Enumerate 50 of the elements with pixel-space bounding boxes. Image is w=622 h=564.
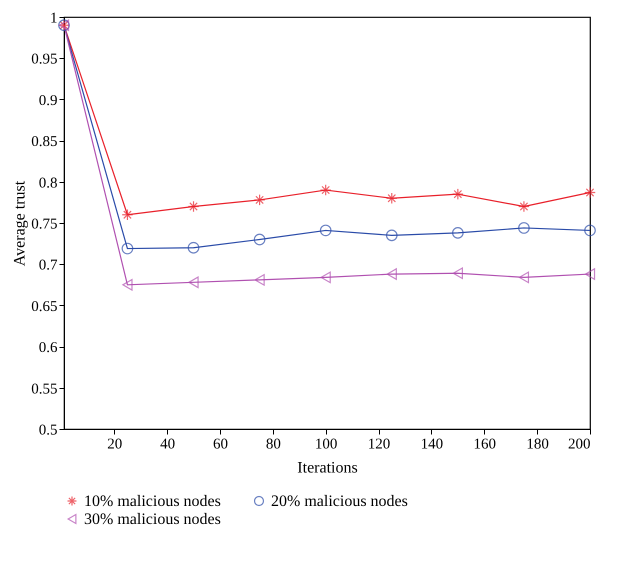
point xyxy=(584,186,596,198)
point xyxy=(386,268,397,280)
point xyxy=(122,278,133,291)
point xyxy=(188,276,199,288)
y-tick-label: 0.8 xyxy=(38,175,58,192)
point xyxy=(386,230,398,242)
x-tick-label: 140 xyxy=(420,436,444,452)
y-tick-label: 0.7 xyxy=(38,258,58,274)
point xyxy=(122,208,134,221)
legend-label: 30% malicious nodes xyxy=(84,511,221,528)
y-tick-label: 0.6 xyxy=(38,340,58,356)
point xyxy=(584,268,596,280)
point xyxy=(254,274,265,286)
x-tick-label: 40 xyxy=(160,436,176,452)
x-tick-label: 120 xyxy=(368,436,390,452)
x-tick-label: 200 xyxy=(568,436,590,452)
y-tick-label: 0.9 xyxy=(38,92,58,109)
y-tick-label: 0.85 xyxy=(31,134,58,150)
x-tick-label: 100 xyxy=(314,436,338,452)
y-tick-label: 0.55 xyxy=(31,381,58,398)
x-tick-label: 160 xyxy=(474,436,496,452)
x-tick-label: 20 xyxy=(107,436,122,452)
point xyxy=(518,222,530,234)
legend-label: 10% malicious nodes xyxy=(84,493,221,510)
point xyxy=(452,227,464,239)
x-tick-label: 180 xyxy=(526,436,549,452)
y-tick-label: 0.95 xyxy=(31,52,58,68)
y-tick-label: 0.5 xyxy=(38,422,58,438)
point xyxy=(320,272,331,284)
point xyxy=(320,184,332,196)
x-tick-label: 80 xyxy=(266,436,281,452)
point xyxy=(518,200,530,212)
point xyxy=(254,234,266,246)
point xyxy=(320,224,332,236)
point xyxy=(188,200,200,212)
point xyxy=(518,272,530,284)
x-tick-label: 60 xyxy=(212,436,228,452)
legend-label: 20% malicious nodes xyxy=(271,493,408,510)
point xyxy=(386,192,398,204)
y-tick-label: 0.75 xyxy=(31,216,58,232)
point xyxy=(452,267,463,280)
point xyxy=(188,242,200,254)
x-axis-title: Iterations xyxy=(297,460,358,476)
point xyxy=(452,188,464,200)
y-axis-title: Average trust xyxy=(11,180,28,266)
point xyxy=(584,224,596,236)
y-tick-label: 1 xyxy=(50,10,58,26)
point xyxy=(122,242,134,254)
y-tick-label: 0.65 xyxy=(31,298,58,315)
point xyxy=(254,194,266,206)
